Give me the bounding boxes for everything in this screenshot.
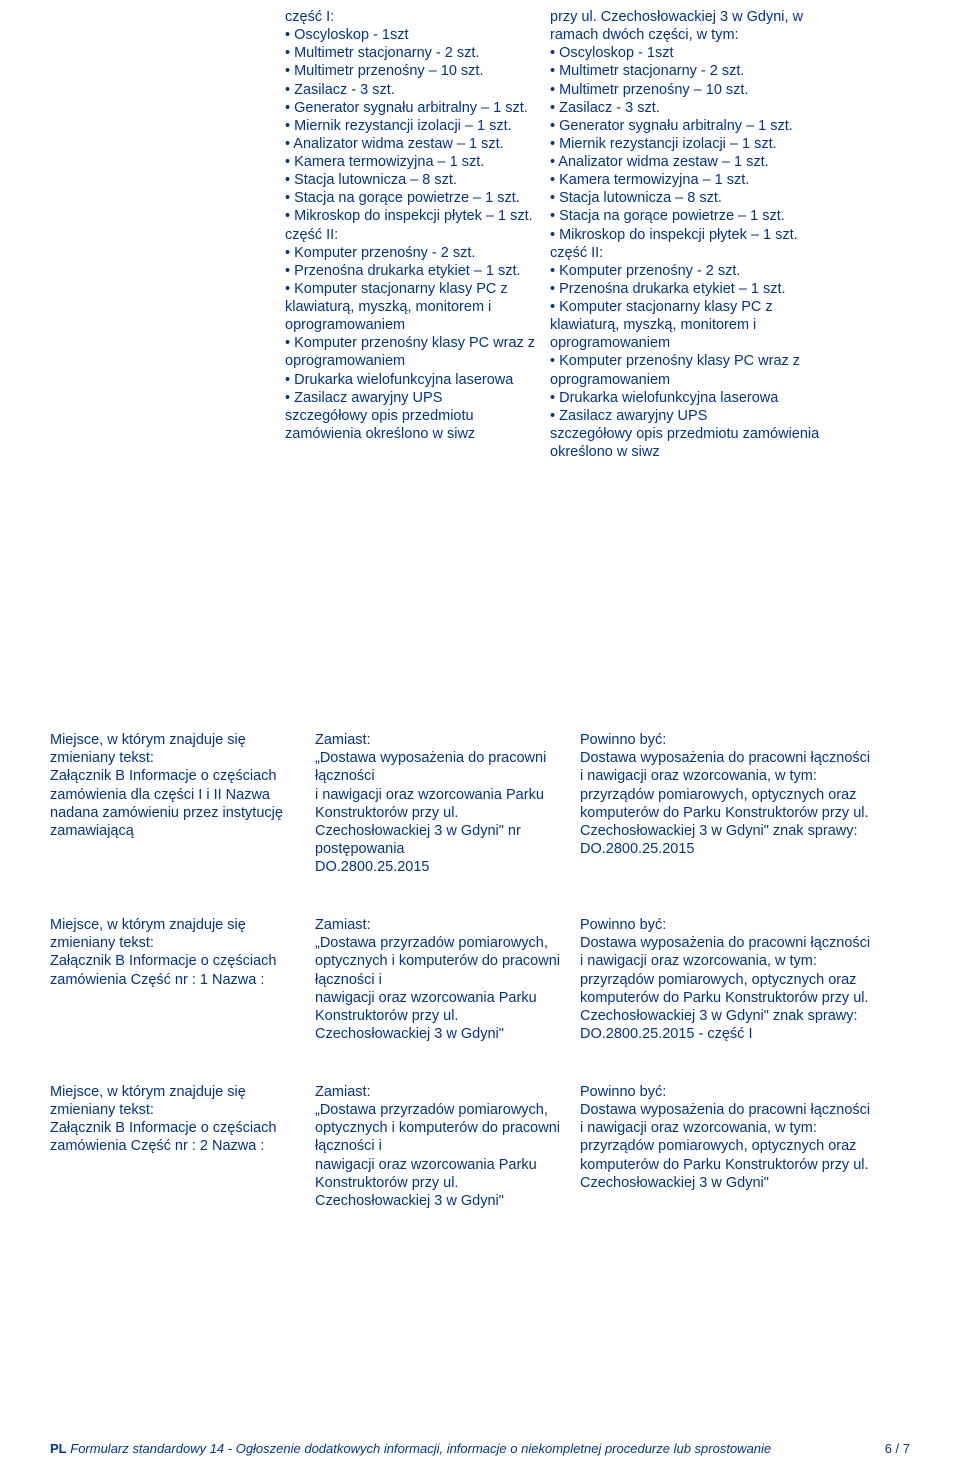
footer-left: PL Formularz standardowy 14 - Ogłoszenie…	[50, 1441, 771, 1456]
footer-title: Formularz standardowy 14 - Ogłoszenie do…	[70, 1441, 771, 1456]
shouldbe-cell: Powinno być:Dostawa wyposażenia do praco…	[580, 1083, 880, 1210]
top-col-left: część I:• Oscyloskop - 1szt• Multimetr s…	[285, 8, 550, 461]
location-cell: Miejsce, w którym znajduje się zmieniany…	[50, 1083, 315, 1210]
shouldbe-cell: Powinno być:Dostawa wyposażenia do praco…	[580, 916, 880, 1043]
top-detail-block: część I:• Oscyloskop - 1szt• Multimetr s…	[285, 0, 910, 461]
page-footer: PL Formularz standardowy 14 - Ogłoszenie…	[50, 1441, 910, 1456]
location-cell: Miejsce, w którym znajduje się zmieniany…	[50, 731, 315, 876]
footer-lang: PL	[50, 1441, 67, 1456]
shouldbe-cell: Powinno być:Dostawa wyposażenia do praco…	[580, 731, 880, 876]
footer-page: 6 / 7	[885, 1441, 910, 1456]
instead-cell: Zamiast:„Dostawa przyrzadów pomiarowych,…	[315, 1083, 580, 1210]
top-col-right: przy ul. Czechosłowackiej 3 w Gdyni, w r…	[550, 8, 830, 461]
change-row: Miejsce, w którym znajduje się zmieniany…	[50, 731, 910, 876]
location-cell: Miejsce, w którym znajduje się zmieniany…	[50, 916, 315, 1043]
instead-cell: Zamiast:„Dostawa przyrzadów pomiarowych,…	[315, 916, 580, 1043]
change-row: Miejsce, w którym znajduje się zmieniany…	[50, 1083, 910, 1210]
change-row: Miejsce, w którym znajduje się zmieniany…	[50, 916, 910, 1043]
instead-cell: Zamiast:„Dostawa wyposażenia do pracowni…	[315, 731, 580, 876]
